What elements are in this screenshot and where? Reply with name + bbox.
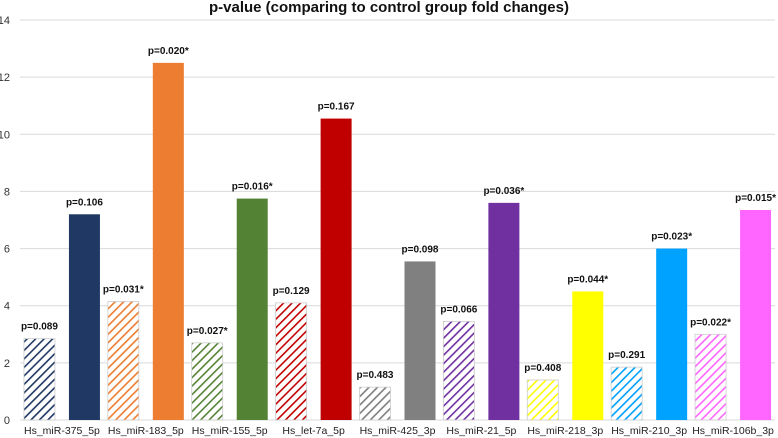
y-tick-label: 6 xyxy=(4,244,10,256)
data-label: p=0.015* xyxy=(735,193,776,204)
gridlines xyxy=(20,19,775,421)
data-labels: p=0.089 p=0.106 p=0.031* p=0.020* p=0.027* p=… xyxy=(21,46,776,381)
bar-hatched xyxy=(442,321,475,421)
bar-hatched xyxy=(23,338,56,421)
bar-solid xyxy=(572,291,604,420)
y-tick-label: 10 xyxy=(0,129,10,141)
y-tick-label: 0 xyxy=(4,415,10,427)
bar-hatched xyxy=(107,301,140,421)
data-label: p=0.408 xyxy=(524,363,561,374)
data-label: p=0.031* xyxy=(103,284,144,295)
bar-solid xyxy=(320,118,352,421)
chart-title: p-value (comparing to control group fold… xyxy=(209,0,569,16)
x-axis-categories: Hs_miR-375_5p Hs_miR-183_5p Hs_miR-155_5p H… xyxy=(24,425,774,437)
data-label: p=0.020* xyxy=(148,46,189,57)
y-tick-label: 2 xyxy=(4,358,10,370)
bar-solid xyxy=(68,214,100,420)
data-label: p=0.023* xyxy=(651,232,692,243)
x-category-label: Hs_miR-210_3p xyxy=(611,425,687,437)
x-category-label: Hs_miR-218_3p xyxy=(527,425,603,437)
data-label: p=0.098 xyxy=(402,244,439,255)
data-label: p=0.483 xyxy=(357,370,394,381)
x-category-label: Hs_miR-155_5p xyxy=(192,425,268,437)
x-category-label: Hs_miR-106b_3p xyxy=(692,425,774,437)
bar-solid xyxy=(152,62,184,420)
bar-hatched xyxy=(526,379,559,421)
bar-solid xyxy=(488,202,520,420)
bar-hatched xyxy=(275,302,308,421)
bar-hatched xyxy=(610,366,643,421)
data-label: p=0.027* xyxy=(187,326,228,337)
y-tick-label: 12 xyxy=(0,72,10,84)
bar-solid xyxy=(404,261,436,420)
x-category-label: Hs_miR-21_5p xyxy=(446,425,516,437)
bar-solid xyxy=(656,248,688,420)
y-axis-ticks: 0 2 4 6 8 10 12 14 xyxy=(0,15,10,427)
data-label: p=0.129 xyxy=(273,286,310,297)
data-label: p=0.066 xyxy=(440,304,477,315)
data-label: p=0.089 xyxy=(21,322,58,333)
x-category-label: Hs_miR-375_5p xyxy=(24,425,100,437)
data-label: p=0.036* xyxy=(483,186,524,197)
bar-hatched xyxy=(191,342,224,421)
data-label: p=0.291 xyxy=(608,350,645,361)
y-tick-label: 8 xyxy=(4,186,10,198)
data-label: p=0.044* xyxy=(567,274,608,285)
x-category-label: Hs_miR-425_3p xyxy=(360,425,436,437)
data-label: p=0.167 xyxy=(318,102,355,113)
bar-solid xyxy=(236,198,268,420)
bar-hatched xyxy=(359,386,391,421)
data-label: p=0.106 xyxy=(66,197,103,208)
y-tick-label: 14 xyxy=(0,15,10,27)
bar-solid xyxy=(740,210,772,420)
y-tick-label: 4 xyxy=(4,301,10,313)
data-label: p=0.022* xyxy=(690,317,731,328)
data-label: p=0.016* xyxy=(232,182,273,193)
bars xyxy=(23,62,772,421)
bar-hatched xyxy=(694,333,727,421)
x-category-label: Hs_let-7a_5p xyxy=(282,425,345,437)
x-category-label: Hs_miR-183_5p xyxy=(108,425,184,437)
